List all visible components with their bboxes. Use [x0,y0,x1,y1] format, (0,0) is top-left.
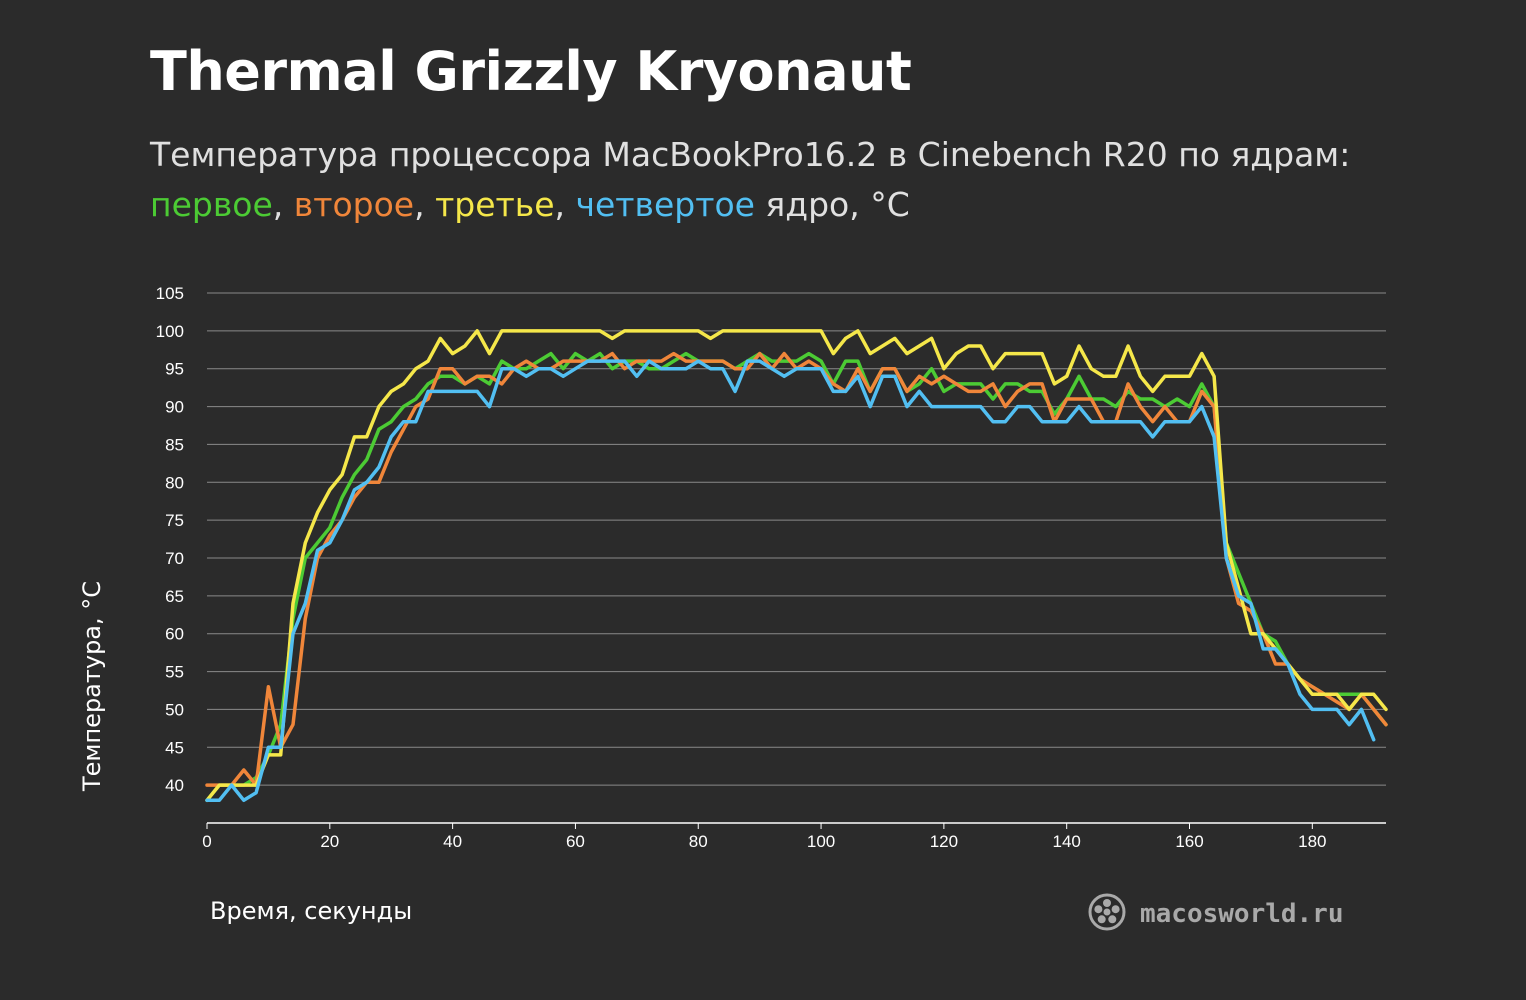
x-tick-label: 20 [320,832,339,851]
separator: , [272,185,294,224]
x-tick-label: 140 [1053,832,1081,851]
y-tick-label: 40 [165,776,184,795]
core-1-label: первое [150,185,273,224]
subtitle-line-2: первое, второе, третье, четвертое ядро, … [150,180,1350,230]
y-tick-label: 55 [165,663,184,682]
series-line-core-4 [205,359,1376,803]
series-line-core-2 [205,351,1388,787]
core-2-label: второе [293,185,415,224]
chart-title: Thermal Grizzly Kryonaut [150,40,912,103]
y-tick-label: 65 [165,587,184,606]
core-3-label: третье [435,185,555,224]
x-tick-label: 0 [202,832,211,851]
x-tick-label: 100 [807,832,835,851]
series-line-core-1 [205,351,1388,803]
reel-icon [1088,893,1126,935]
subtitle-line-1: Температура процессора MacBookPro16.2 в … [150,135,1351,174]
x-tick-label: 160 [1175,832,1203,851]
y-tick-label: 80 [165,473,184,492]
x-tick-label: 60 [566,832,585,851]
chart-subtitle: Температура процессора MacBookPro16.2 в … [150,130,1350,230]
y-tick-label: 95 [165,360,184,379]
separator: , [414,185,436,224]
x-tick-label: 180 [1298,832,1326,851]
core-4-label: четвертое [575,185,755,224]
brand-watermark: macosworld.ru [1088,893,1344,935]
y-tick-label: 90 [165,398,184,417]
y-tick-label: 105 [156,284,184,303]
y-tick-label: 100 [156,322,184,341]
y-tick-label: 70 [165,549,184,568]
x-axis-label: Время, секунды [210,897,413,925]
subtitle-suffix: ядро, °C [754,185,910,224]
y-tick-label: 75 [165,511,184,530]
y-tick-label: 45 [165,738,184,757]
x-tick-label: 120 [930,832,958,851]
y-tick-label: 85 [165,435,184,454]
y-tick-label: 50 [165,700,184,719]
y-axis-label: Температура, °C [78,580,106,792]
y-tick-label: 60 [165,625,184,644]
brand-text: macosworld.ru [1140,899,1344,929]
separator: , [554,185,576,224]
series-line-core-3 [205,329,1388,803]
x-tick-label: 80 [689,832,708,851]
x-tick-label: 40 [443,832,462,851]
